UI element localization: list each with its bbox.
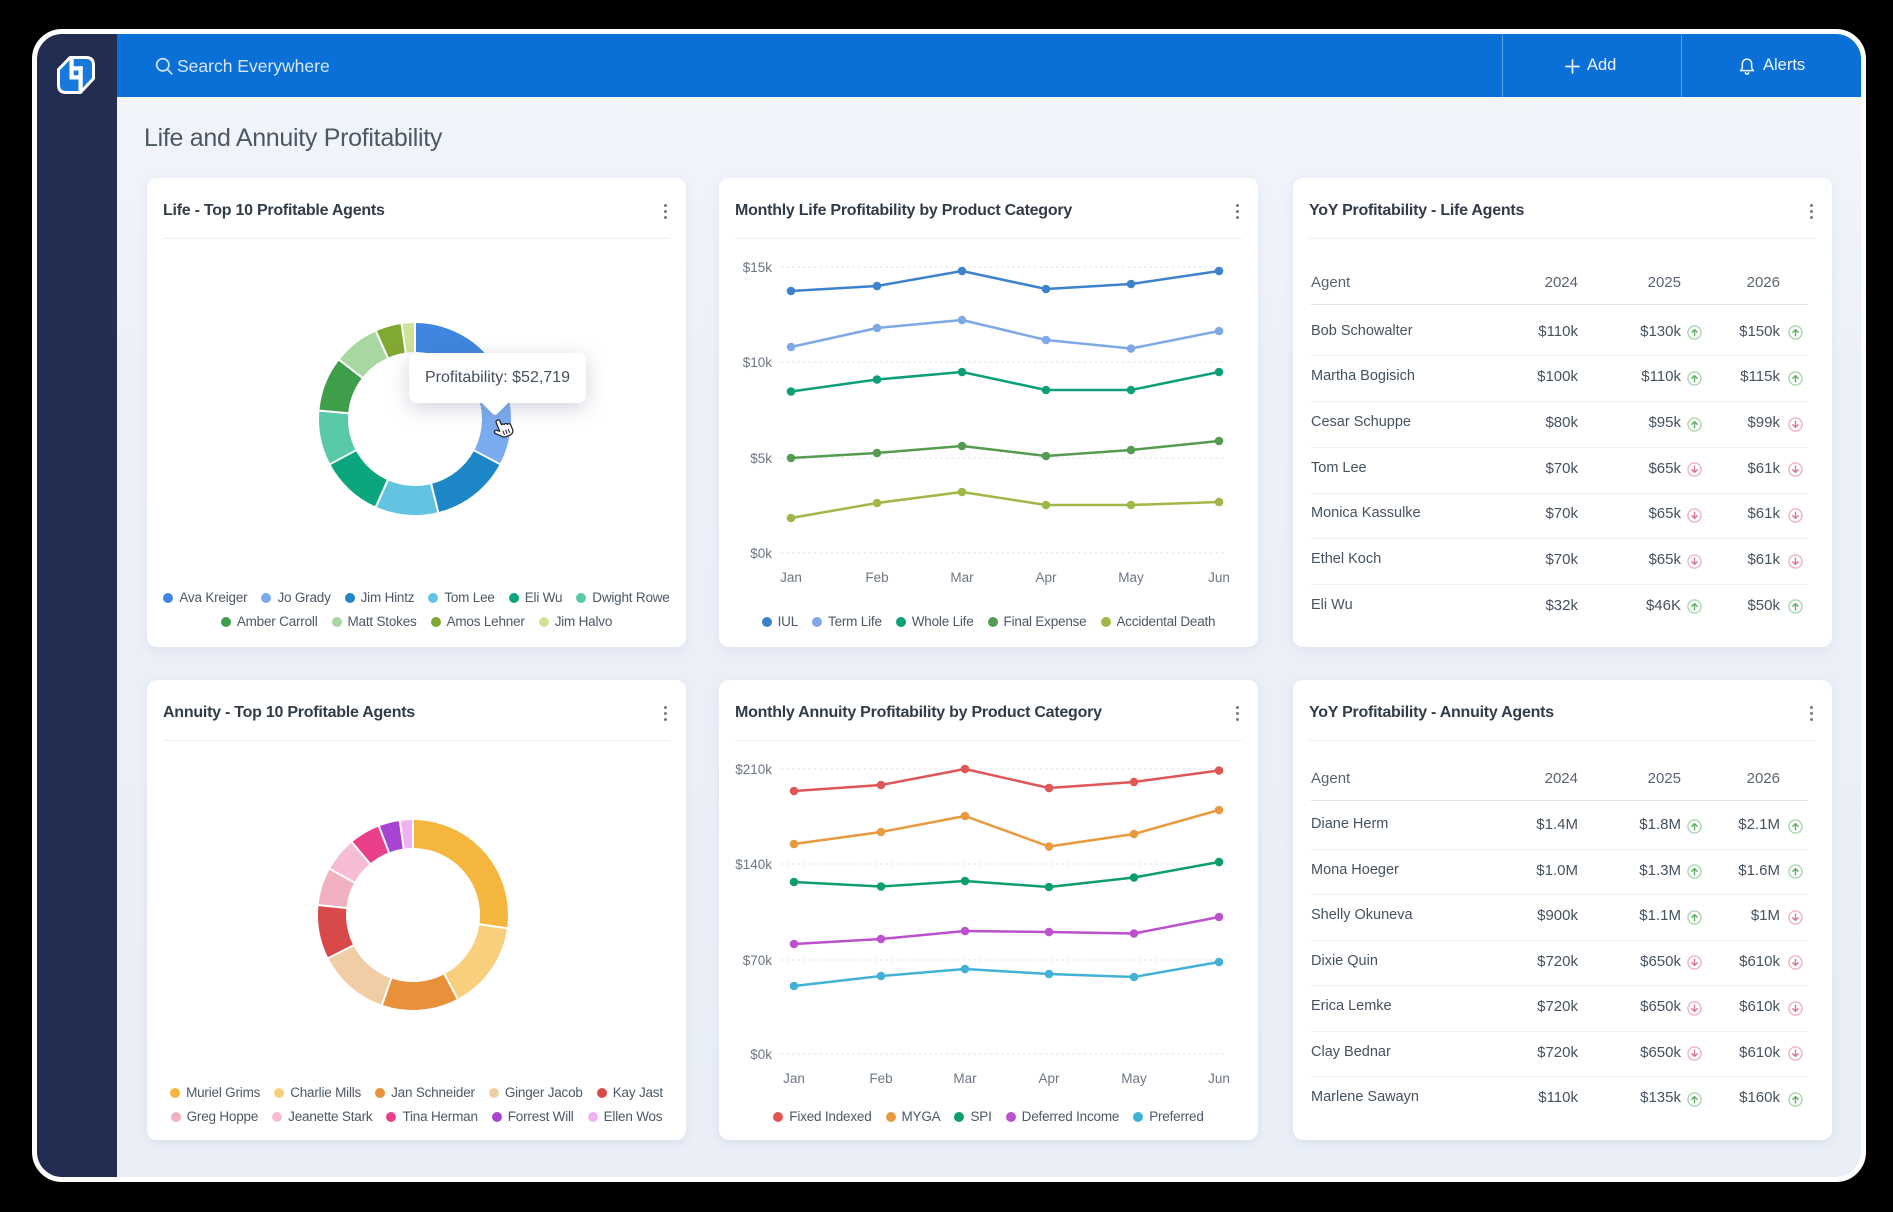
svg-text:Jan: Jan [780, 570, 802, 585]
svg-text:$210k: $210k [735, 762, 772, 777]
svg-text:Jan: Jan [783, 1071, 805, 1086]
svg-text:$15k: $15k [743, 260, 773, 275]
svg-text:Feb: Feb [865, 570, 888, 585]
svg-text:$70k: $70k [743, 953, 773, 968]
svg-text:$10k: $10k [743, 355, 773, 370]
svg-text:Jun: Jun [1208, 570, 1230, 585]
svg-text:May: May [1118, 570, 1144, 585]
svg-text:$0k: $0k [750, 546, 772, 561]
svg-text:Feb: Feb [869, 1071, 892, 1086]
svg-text:Mar: Mar [953, 1071, 977, 1086]
svg-text:$0k: $0k [750, 1047, 772, 1062]
svg-text:Apr: Apr [1038, 1071, 1060, 1086]
svg-text:Apr: Apr [1035, 570, 1057, 585]
svg-text:Mar: Mar [950, 570, 974, 585]
svg-text:Jun: Jun [1208, 1071, 1230, 1086]
svg-text:$140k: $140k [735, 857, 772, 872]
svg-text:$5k: $5k [750, 451, 772, 466]
svg-text:May: May [1121, 1071, 1147, 1086]
